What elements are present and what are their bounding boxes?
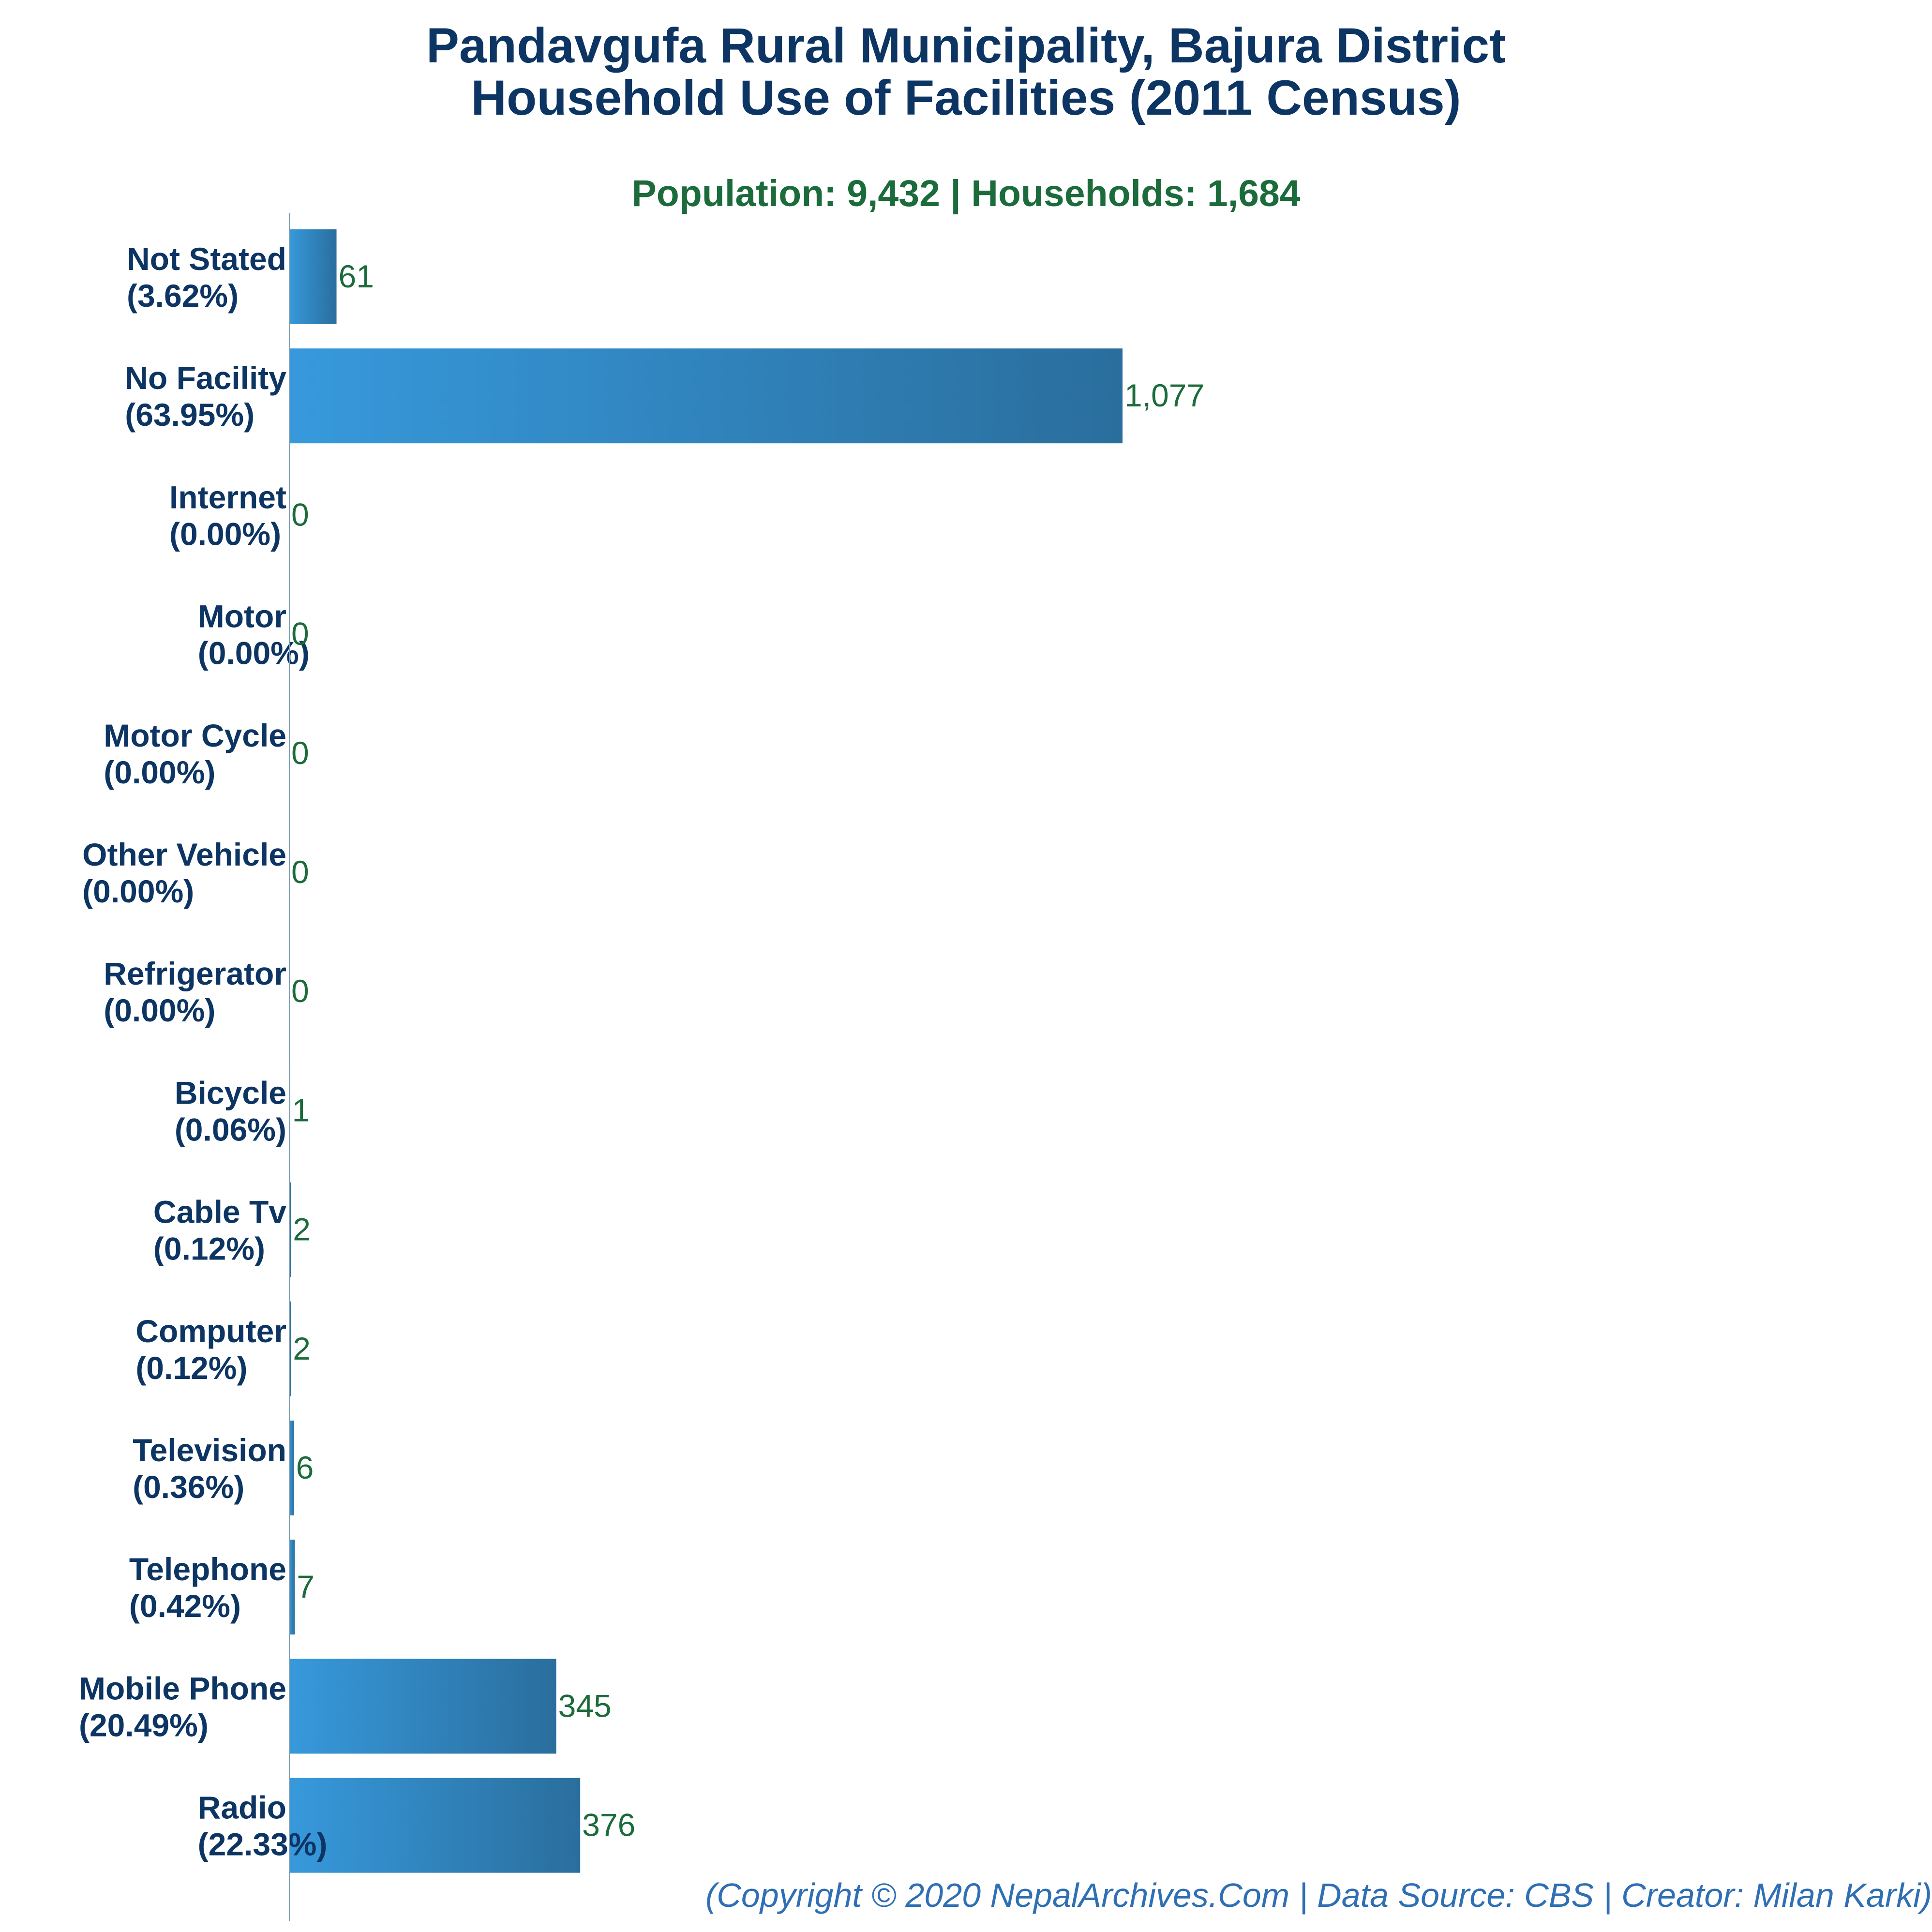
value-label: 1 bbox=[292, 1092, 310, 1128]
value-label: 2 bbox=[293, 1331, 311, 1366]
value-label: 1,077 bbox=[1124, 377, 1204, 413]
category-label: Refrigerator (0.00%) bbox=[104, 956, 286, 1028]
value-label: 0 bbox=[291, 854, 309, 890]
bar-cable-tv bbox=[289, 1182, 291, 1277]
category-label: Cable Tv (0.12%) bbox=[153, 1194, 286, 1267]
bar-radio bbox=[289, 1778, 581, 1873]
category-label: Other Vehicle (0.00%) bbox=[82, 837, 286, 909]
category-label: Bicycle (0.06%) bbox=[175, 1075, 286, 1147]
value-label: 61 bbox=[339, 258, 374, 294]
value-label: 2 bbox=[293, 1212, 311, 1247]
category-label: Not Stated (3.62%) bbox=[127, 241, 286, 314]
category-label: Mobile Phone (20.49%) bbox=[79, 1670, 286, 1743]
chart-title-line-1: Pandavgufa Rural Municipality, Bajura Di… bbox=[426, 18, 1506, 73]
category-label: Radio (22.33%) bbox=[198, 1790, 328, 1862]
category-label: Motor (0.00%) bbox=[198, 599, 310, 671]
value-label: 6 bbox=[296, 1450, 314, 1485]
value-label: 376 bbox=[582, 1807, 635, 1843]
value-label: 0 bbox=[291, 735, 309, 771]
value-label: 7 bbox=[297, 1569, 315, 1604]
category-label: Computer (0.12%) bbox=[135, 1313, 286, 1386]
bar-mobile-phone bbox=[289, 1659, 556, 1754]
value-label: 0 bbox=[291, 496, 309, 532]
category-label: Telephone (0.42%) bbox=[129, 1551, 286, 1624]
chart-title-line-2: Household Use of Facilities (2011 Census… bbox=[471, 70, 1461, 125]
chart-subtitle: Population: 9,432 | Households: 1,684 bbox=[631, 173, 1301, 214]
bar-no-facility bbox=[289, 348, 1123, 444]
category-label: Motor Cycle (0.00%) bbox=[104, 718, 286, 790]
bar-telephone bbox=[289, 1540, 295, 1635]
bar-computer bbox=[289, 1301, 291, 1396]
category-label: No Facility (63.95%) bbox=[125, 360, 286, 433]
copyright-footer: (Copyright © 2020 NepalArchives.Com | Da… bbox=[705, 1876, 1932, 1914]
category-label: Television (0.36%) bbox=[133, 1432, 286, 1505]
bar-television bbox=[289, 1421, 294, 1515]
bar-not-stated bbox=[289, 229, 337, 324]
value-label: 0 bbox=[291, 973, 309, 1009]
category-label: Internet (0.00%) bbox=[169, 479, 286, 552]
value-label: 345 bbox=[558, 1688, 612, 1723]
value-label: 0 bbox=[291, 616, 309, 652]
